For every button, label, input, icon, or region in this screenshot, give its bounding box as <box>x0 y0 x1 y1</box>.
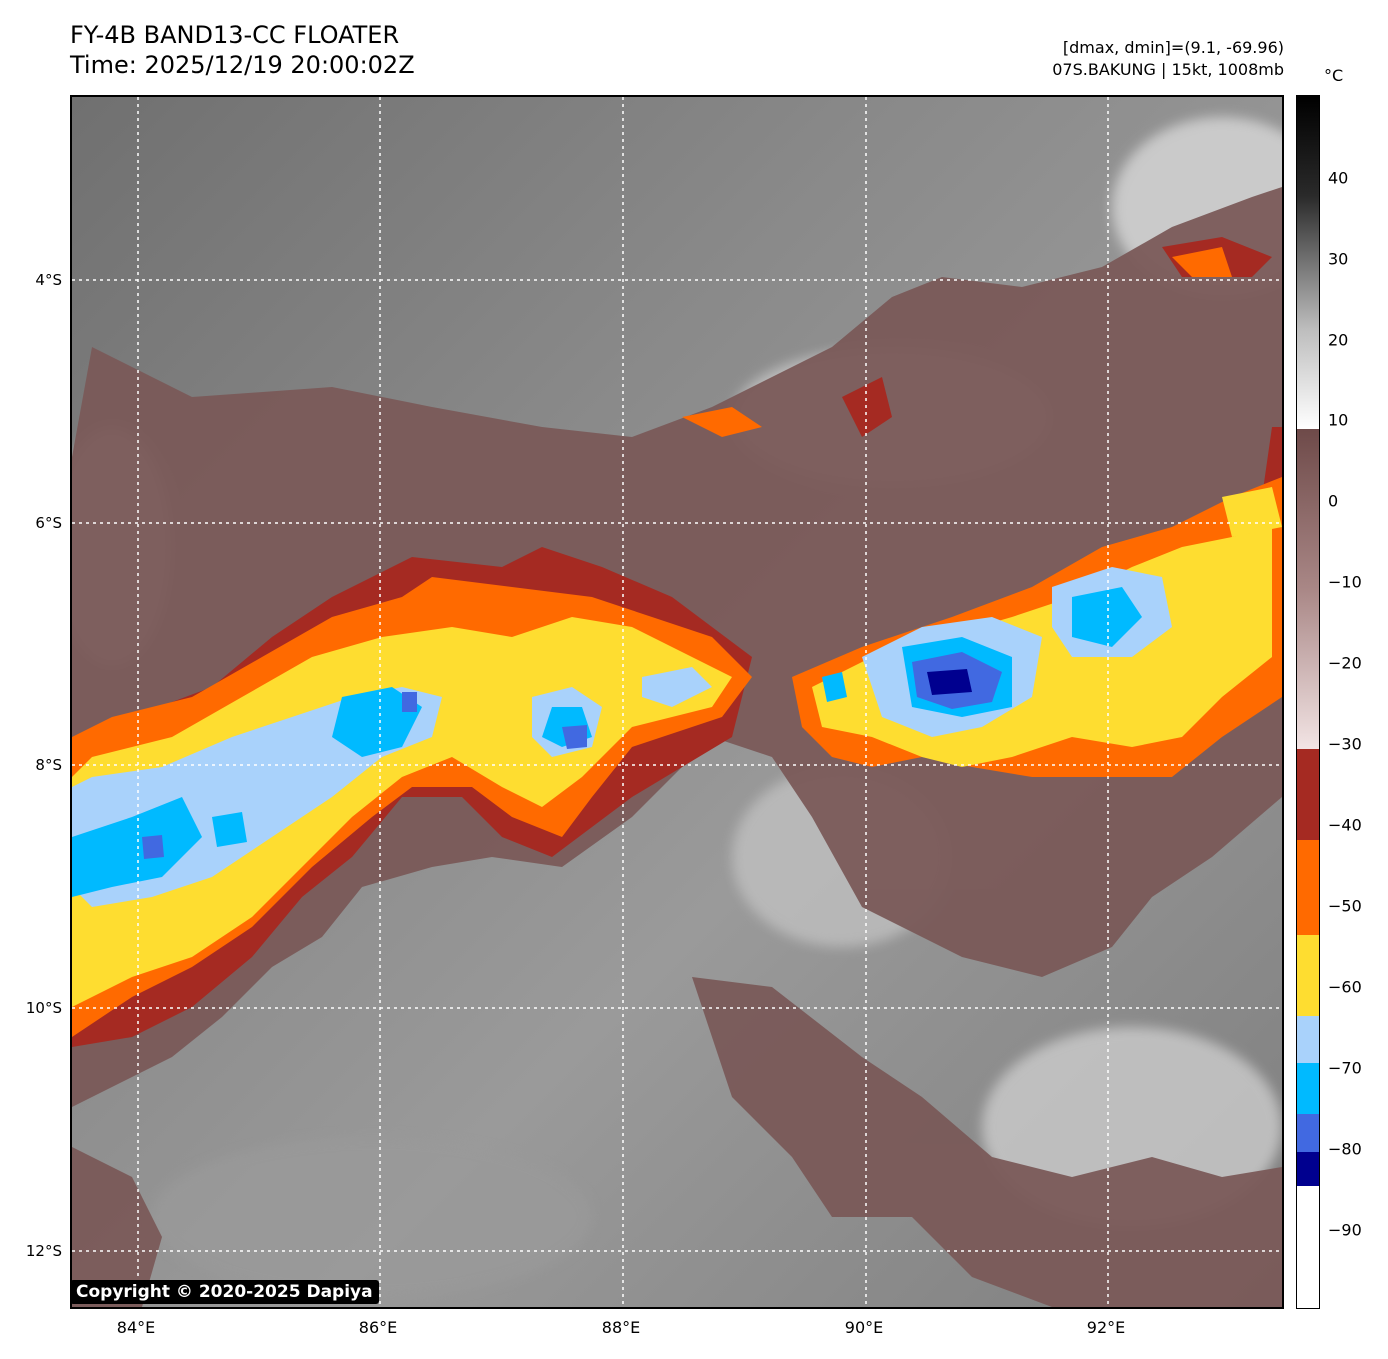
copyright-badge: Copyright © 2020-2025 Dapiya <box>70 1280 379 1304</box>
satellite-image <box>70 95 1284 1309</box>
x-tick-88e: 88°E <box>601 1318 641 1337</box>
colorbar-label-minus20: −20 <box>1328 653 1362 673</box>
info-line-2: 07S.BAKUNG | 15kt, 1008mb <box>1052 60 1284 79</box>
x-tick-90e: 90°E <box>844 1318 884 1337</box>
lat-lon-grid <box>72 97 1282 1307</box>
colorbar-label-20: 20 <box>1328 330 1349 350</box>
colorbar-gradient <box>1297 96 1319 1308</box>
x-tick-92e: 92°E <box>1086 1318 1126 1337</box>
y-tick-8s: 8°S <box>35 756 62 774</box>
colorbar-label-minus50: −50 <box>1328 896 1362 916</box>
colorbar-label-40: 40 <box>1328 168 1349 188</box>
y-tick-6s: 6°S <box>35 514 62 532</box>
colorbar <box>1296 95 1320 1309</box>
satellite-imagery <box>72 97 1282 1307</box>
title-line-2: Time: 2025/12/19 20:00:02Z <box>70 51 415 79</box>
x-tick-84e: 84°E <box>116 1318 156 1337</box>
colorbar-label-minus30: −30 <box>1328 734 1362 754</box>
colorbar-label-minus40: −40 <box>1328 815 1362 835</box>
colorbar-label-minus10: −10 <box>1328 572 1362 592</box>
storm-info: [dmax, dmin]=(9.1, -69.96) 07S.BAKUNG | … <box>1052 37 1284 81</box>
colorbar-label-30: 30 <box>1328 249 1349 269</box>
y-tick-4s: 4°S <box>35 271 62 289</box>
y-tick-12s: 12°S <box>25 1242 62 1260</box>
title-line-1: FY-4B BAND13-CC FLOATER <box>70 21 400 49</box>
y-tick-10s: 10°S <box>25 999 62 1017</box>
shade-darkblue <box>927 669 972 695</box>
colorbar-label-minus60: −60 <box>1328 977 1362 997</box>
info-line-1: [dmax, dmin]=(9.1, -69.96) <box>1062 38 1284 57</box>
x-tick-86e: 86°E <box>358 1318 398 1337</box>
colorbar-label-minus80: −80 <box>1328 1139 1362 1159</box>
image-title: FY-4B BAND13-CC FLOATER Time: 2025/12/19… <box>70 20 415 80</box>
colorbar-label-minus70: −70 <box>1328 1058 1362 1078</box>
colorbar-label-0: 0 <box>1328 491 1339 511</box>
colorbar-label-minus90: −90 <box>1328 1220 1362 1240</box>
colorbar-label-10: 10 <box>1328 410 1349 430</box>
colorbar-unit: °C <box>1324 66 1344 85</box>
